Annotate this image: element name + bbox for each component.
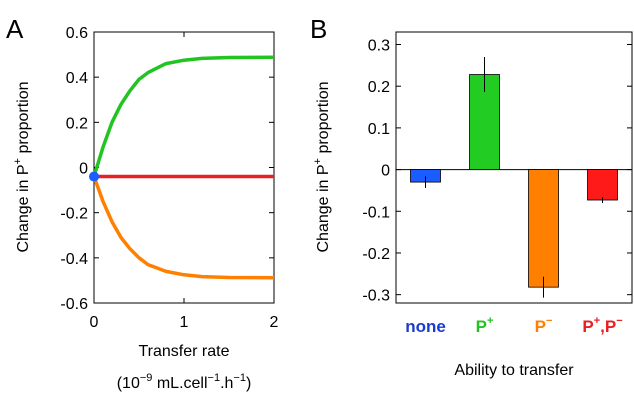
panel-a-ylabel-pre: Change in P (15, 164, 32, 252)
panel-b-ticks: -0.3 -0.2 -0.1 0 0.1 0.2 0.3 (362, 38, 632, 305)
panel-b-category-label-3: P+,P− (582, 315, 622, 336)
category-base: P (582, 317, 593, 336)
panel-a-lines (89, 55, 275, 280)
units-end: ) (246, 375, 251, 392)
panel-b-ytick-label: 0.1 (368, 121, 390, 138)
units-mid2: .h (220, 375, 233, 392)
units-exp2: −1 (208, 372, 221, 384)
panel-a-ticks: -0.6 -0.4 -0.2 0 0.2 0.4 0.6 0 1 2 (60, 25, 278, 331)
category-sup: − (546, 315, 552, 327)
panel-b-ytick-label: -0.1 (362, 204, 390, 221)
panel-a-chart: -0.6 -0.4 -0.2 0 0.2 0.4 0.6 0 1 2 Change in P+ p… (12, 25, 279, 392)
panel-b-category-label-0: none (405, 317, 446, 336)
panel-a-ytick-label: -0.2 (60, 206, 88, 223)
panel-b-xlabel: Ability to transfer (454, 362, 574, 379)
panel-a-ylabel-post: proportion (15, 82, 32, 159)
panel-a-xlabel-units: (10−9 mL.cell−1.h−1) (117, 372, 252, 392)
panel-a-ylabel: Change in P+ proportion (12, 82, 32, 253)
units-mid1: mL.cell (152, 375, 207, 392)
panel-a-ytick-label: 0.6 (66, 25, 88, 42)
panel-a-ytick-label: 0.2 (66, 115, 88, 132)
panel-a-series-line-1 (92, 175, 275, 280)
panel-b-ylabel-pre: Change in P (315, 164, 332, 252)
panel-b-ylabel-post: proportion (315, 82, 332, 159)
category-sup: + (487, 315, 493, 327)
panel-label-b: B (310, 14, 327, 44)
panel-b-bar-3 (587, 169, 618, 201)
panel-b-ytick-label: 0.2 (368, 79, 390, 96)
units-exp3: −1 (233, 372, 246, 384)
panel-a-ylabel-sup: + (12, 158, 24, 164)
category-base: none (405, 317, 446, 336)
panel-a-xtick-label: 0 (90, 314, 99, 331)
panel-a-ytick-label: -0.6 (60, 296, 88, 313)
panel-b-ytick-label: 0.3 (368, 38, 390, 55)
panel-a-plot-area (93, 31, 275, 304)
category-base: P (476, 317, 487, 336)
panel-b-ylabel: Change in P+ proportion (312, 82, 332, 253)
panel-a-xtick-label: 1 (180, 314, 189, 331)
panel-b-category-label-2: P− (535, 315, 553, 336)
panel-a-ytick-label: 0.4 (66, 70, 88, 87)
panel-b-categories: none P+ P− P+,P− (405, 315, 622, 336)
panel-b-chart: -0.3-0.2-0.100.10.20.3 none P+ P− P+,P− Cha… (312, 31, 633, 379)
category-base2: ,P (600, 317, 616, 336)
panel-a-xlabel: Transfer rate (139, 343, 230, 360)
panel-label-a: A (6, 14, 24, 44)
panel-b-bars (410, 57, 618, 298)
panel-a-origin-marker (89, 171, 99, 182)
category-sup: + (594, 315, 600, 327)
panel-b-category-label-1: P+ (476, 315, 494, 336)
panel-b-ytick-label: 0 (381, 163, 390, 180)
panel-b-ytick-label: -0.3 (362, 288, 390, 305)
panel-a-ytick-label: -0.4 (60, 251, 88, 268)
category-sup2: − (616, 315, 622, 327)
panel-a-xtick-label: 2 (270, 314, 279, 331)
units-exp1: −9 (140, 372, 153, 384)
panel-b-ylabel-sup: + (312, 158, 324, 164)
panel-b-plot-area (395, 31, 633, 304)
panel-a-series-line-0 (92, 55, 275, 178)
panel-b-bar-2 (528, 169, 559, 288)
category-base: P (535, 317, 546, 336)
panel-b-ytick-label: -0.2 (362, 246, 390, 263)
units-base: (10 (117, 375, 140, 392)
panel-a-ytick-label: 0 (79, 161, 88, 178)
